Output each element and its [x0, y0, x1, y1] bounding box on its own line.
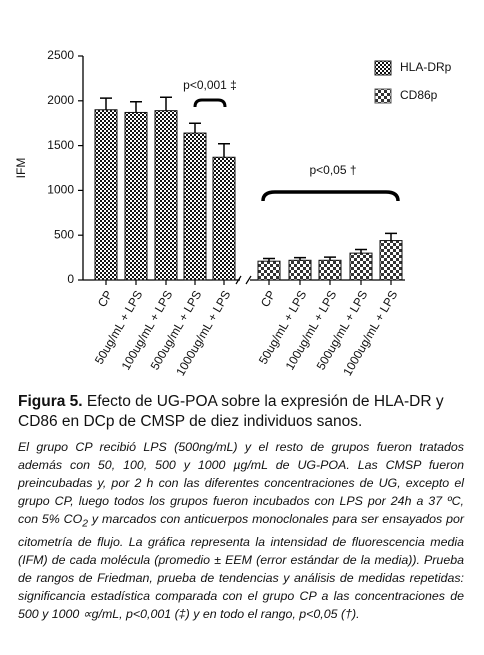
- legend-label: HLA-DRp: [400, 60, 452, 74]
- error-bar: [100, 97, 112, 110]
- y-axis-label: IFM: [14, 158, 28, 179]
- annotation: p<0,001 ‡: [183, 78, 237, 92]
- x-tick-label: CP: [258, 288, 278, 309]
- bracket: [261, 190, 400, 202]
- bar: [257, 260, 281, 281]
- caption-body: El grupo CP recibió LPS (500ng/mL) y el …: [18, 438, 464, 623]
- error-bar: [130, 100, 142, 113]
- bar: [212, 156, 236, 281]
- error-bar: [355, 248, 367, 254]
- y-tick-label: 0: [67, 272, 74, 286]
- error-bar: [160, 96, 172, 111]
- bar: [379, 240, 403, 281]
- bar: [183, 132, 207, 281]
- y-tick-label: 2500: [47, 48, 74, 62]
- x-tick-label: 1000ug/mL + LPS: [340, 288, 400, 378]
- bar: [94, 109, 118, 281]
- chart: IFM p<0,001 ‡ p<0,05 † 0 500 1000 1500 2000 2…: [14, 48, 452, 378]
- bar: [318, 259, 342, 281]
- legend-swatch: [374, 60, 392, 76]
- legend-label: CD86p: [400, 88, 438, 102]
- caption-text: El grupo CP recibió LPS (500ng/mL) y el …: [18, 440, 464, 526]
- bracket: [193, 98, 227, 108]
- error-bar: [294, 256, 306, 261]
- figure-caption: Figura 5. Efecto de UG-POA sobre la expr…: [18, 392, 464, 432]
- caption-title: Efecto de UG-POA sobre la expresión de H…: [18, 393, 444, 430]
- error-bar: [385, 232, 397, 241]
- bar: [349, 252, 373, 281]
- bar: [124, 111, 148, 281]
- caption-text: 2: [82, 518, 89, 530]
- y-tick-label: 2000: [47, 93, 74, 107]
- y-tick-label: 1000: [47, 183, 74, 197]
- error-bar: [263, 257, 275, 262]
- error-bar: [324, 256, 336, 261]
- bar: [288, 259, 312, 281]
- y-tick-label: 1500: [47, 138, 74, 152]
- axis-break: [235, 275, 252, 285]
- annotation: p<0,05 †: [309, 163, 356, 177]
- error-bar: [189, 122, 201, 134]
- caption-label: Figura 5.: [18, 393, 83, 410]
- legend-swatch: [374, 88, 392, 104]
- caption-text: y marcados con anticuerpos monoclonales …: [18, 512, 464, 622]
- error-bar: [218, 143, 230, 158]
- bar: [154, 110, 178, 281]
- x-tick-label: CP: [95, 288, 115, 309]
- y-tick-label: 500: [54, 227, 74, 241]
